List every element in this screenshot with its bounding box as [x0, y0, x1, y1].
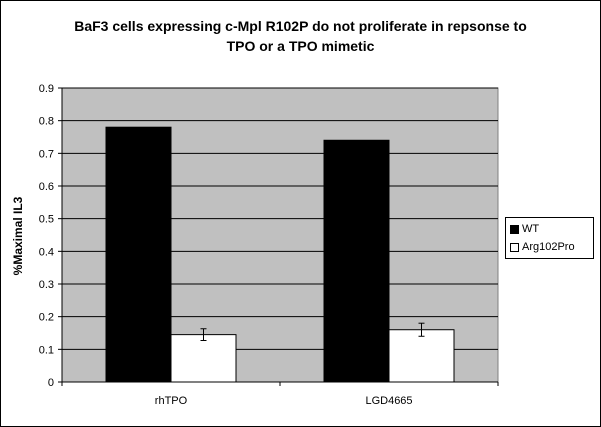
y-tick-label-3: 0.3 — [39, 279, 54, 291]
chart-legend: WT Arg102Pro — [505, 217, 594, 259]
y-tick-label-4: 0.4 — [39, 246, 54, 258]
legend-label-arg102pro: Arg102Pro — [522, 241, 575, 253]
chart-title: BaF3 cells expressing c-Mpl R102P do not… — [0, 16, 601, 56]
y-tick-label-8: 0.8 — [39, 116, 54, 128]
bar-arg102pro-lgd4665 — [388, 329, 455, 383]
x-tick-label-lgd4665: LGD4665 — [365, 395, 412, 407]
legend-item-arg102pro: Arg102Pro — [510, 239, 575, 255]
bar-wt-lgd4665 — [323, 139, 390, 383]
chart-title-line-1: BaF3 cells expressing c-Mpl R102P do not… — [74, 18, 527, 34]
y-tick-label-0: 0 — [48, 377, 54, 389]
y-axis-label: %Maximal IL3 — [11, 196, 25, 275]
y-tick-label-5: 0.5 — [39, 214, 54, 226]
y-tick-label-2: 0.2 — [39, 312, 54, 324]
bar-wt-rhtpo — [105, 126, 172, 383]
legend-item-wt: WT — [510, 221, 539, 237]
bar-arg102pro-rhtpo — [170, 334, 237, 383]
legend-label-wt: WT — [522, 223, 540, 235]
chart-title-line-2: TPO or a TPO mimetic — [226, 38, 375, 54]
y-tick-label-6: 0.6 — [39, 181, 54, 193]
x-tick-label-rhtpo: rhTPO — [155, 395, 188, 407]
y-tick-label-9: 0.9 — [39, 83, 54, 95]
y-tick-label-1: 0.1 — [39, 344, 54, 356]
legend-swatch-wt — [510, 224, 519, 234]
y-tick-label-7: 0.7 — [39, 148, 54, 160]
legend-swatch-arg102pro — [510, 242, 519, 252]
